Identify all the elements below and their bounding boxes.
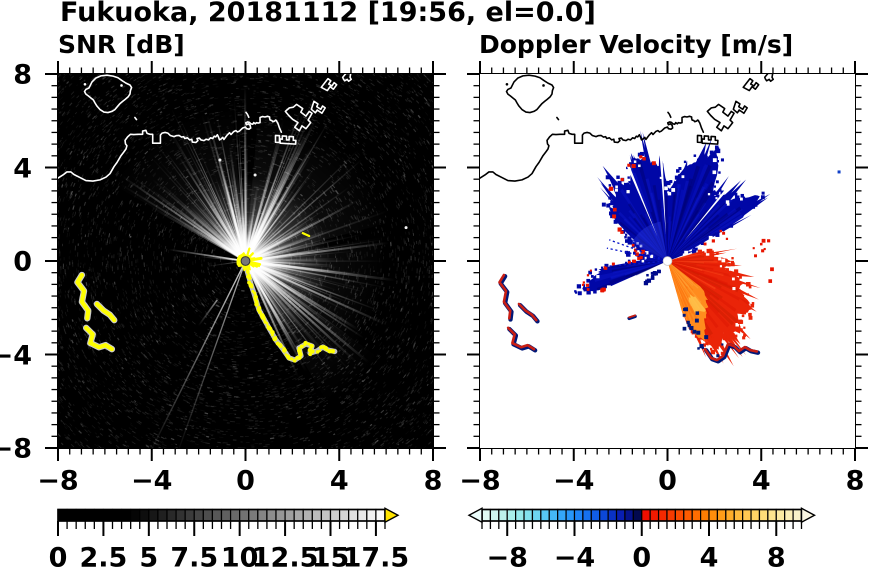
x-tick-label-snr: −8 [37,465,79,497]
y-tick-label: 8 [13,59,32,91]
x-tick-label-doppler: −4 [553,465,595,497]
y-tick-label: 0 [13,246,32,278]
y-tick-label: −4 [0,340,32,371]
colorbar-tick-label-doppler: 8 [766,542,786,570]
x-tick-label-doppler: 8 [845,465,865,497]
doppler-radar-image [480,74,855,448]
x-tick-label-doppler: −8 [459,465,501,497]
colorbar-doppler-max-arrow [800,507,816,524]
colorbar-tick-label-snr: 17.5 [342,542,410,570]
colorbar-tick-label-snr: 15 [311,542,350,570]
colorbar-tick-label-snr: 12.5 [251,542,319,570]
colorbar-tick-label-snr: 10 [220,542,259,570]
colorbar-snr [57,507,400,536]
colorbar-tick-label-snr: 7.5 [170,542,219,570]
x-tick-label-doppler: 0 [658,465,677,497]
x-tick-label-snr: 4 [329,465,349,497]
colorbar-tick-label-doppler: 4 [699,542,719,570]
colorbar-doppler-min-arrow [467,507,483,524]
y-tick-label: 4 [13,153,32,184]
colorbar-tick-label-doppler: 0 [632,542,652,570]
colorbar-tick-label-snr: 2.5 [79,542,128,570]
colorbar-tick-label-snr: 0 [48,542,68,570]
x-tick-label-doppler: 4 [751,465,771,497]
colorbar-doppler [467,507,816,536]
colorbar-tick-label-doppler: −4 [553,542,596,570]
figure-title: Fukuoka, 20181112 [19:56, el=0.0] [60,0,596,28]
colorbar-tick-label-snr: 5 [139,542,159,570]
x-tick-label-snr: 8 [423,465,443,497]
colorbar-snr-max-arrow [384,507,400,524]
x-tick-label-snr: −4 [131,465,173,497]
snr-panel-title: SNR [dB] [58,30,185,59]
colorbar-tick-label-doppler: −8 [486,542,528,570]
doppler-panel-title: Doppler Velocity [m/s] [479,30,794,59]
y-tick-label: −8 [0,433,32,465]
snr-radar-image [58,74,433,448]
x-tick-label-snr: 0 [236,465,255,497]
